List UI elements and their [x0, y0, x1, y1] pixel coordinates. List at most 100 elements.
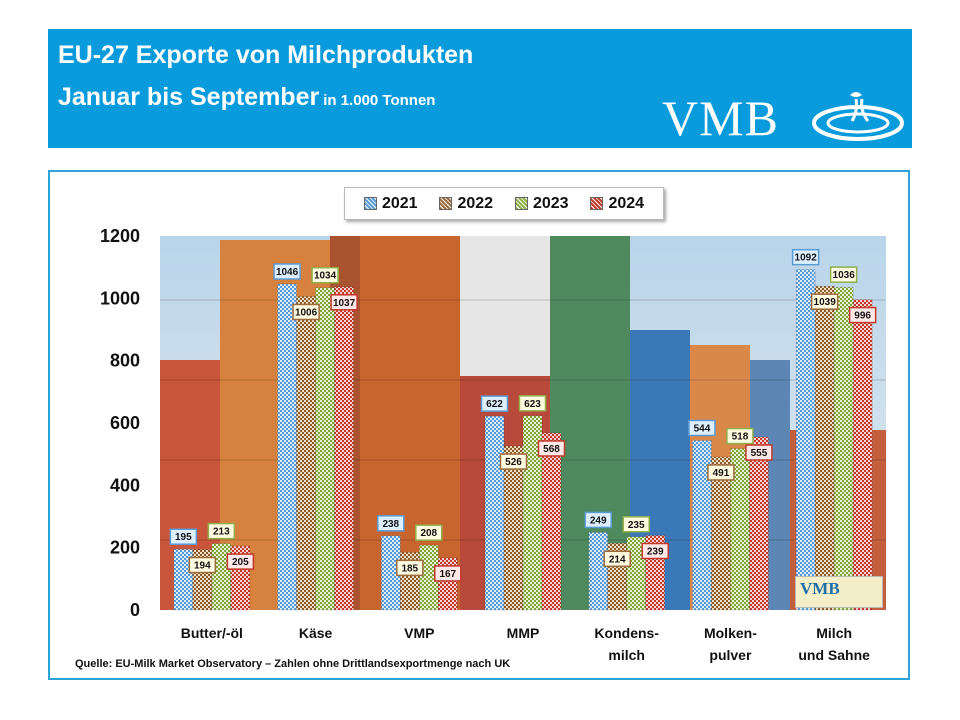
- x-category-label: VMP: [404, 625, 434, 641]
- bar-2022-3: [503, 445, 524, 611]
- data-label-2024-2: 167: [439, 569, 456, 580]
- data-label-box: [292, 303, 320, 321]
- y-axis: 0 200 400 600 800 1000 1200: [100, 226, 140, 620]
- data-label-box: [480, 395, 509, 412]
- data-label-box: [415, 524, 443, 541]
- legend-label: 2021: [381, 194, 418, 212]
- x-category-label: Molken-: [704, 625, 757, 641]
- data-label-2024-3: 568: [543, 444, 560, 455]
- data-label-box: [848, 306, 877, 324]
- data-label-box: [169, 528, 198, 545]
- data-label-2021-1: 1046: [276, 267, 299, 278]
- bar-2021-3: [484, 415, 505, 611]
- data-label-box: [707, 464, 735, 481]
- bar-2021-4: [588, 532, 608, 611]
- chart-title-line1: EU-27 Exporte von Milchprodukten: [58, 41, 474, 69]
- data-label-2022-6: 1039: [814, 297, 837, 308]
- data-label-box: [688, 419, 716, 437]
- data-label-2021-6: 1092: [795, 253, 818, 264]
- legend-swatch: [514, 197, 528, 210]
- data-labels: 195 1046 238 622 249 544 1092 194 1006 185 526 214 4…: [169, 248, 877, 582]
- data-label-2022-3: 526: [505, 457, 522, 468]
- legend-label: 2024: [608, 194, 645, 212]
- legend-item-2024: 2024: [590, 195, 644, 213]
- data-label-2024-5: 555: [751, 448, 768, 459]
- data-label-box: [518, 395, 547, 412]
- x-category-label: Milch: [816, 625, 852, 641]
- chart-title-line2: Januar bis September in 1.000 Tonnen: [58, 83, 435, 112]
- data-label-2023-0: 213: [213, 527, 230, 538]
- data-label-2023-3: 623: [524, 399, 541, 410]
- data-label-2024-4: 239: [647, 547, 664, 558]
- vmb-swirl-icon: [812, 92, 904, 141]
- bar-2021-1: [277, 283, 297, 611]
- legend-swatch: [439, 197, 453, 210]
- x-category-label: pulver: [709, 647, 752, 663]
- bar-2022-1: [296, 296, 316, 611]
- legend-item-2022: 2022: [439, 195, 493, 213]
- inner-vmb-logo-text: VMB: [800, 579, 840, 598]
- data-label-box: [499, 453, 528, 470]
- y-tick-label: 800: [110, 351, 140, 371]
- vmb-logo: VMB: [652, 87, 912, 146]
- legend-item-2023: 2023: [514, 195, 569, 213]
- x-axis: Butter/-öl Käse VMP MMP Kondens-milch Molken-…: [181, 625, 870, 663]
- vmb-logo-text: VMB: [662, 90, 779, 146]
- bar-2023-6: [833, 286, 854, 611]
- chart-unit: in 1.000 Tonnen: [323, 92, 436, 109]
- x-category-label: Kondens-: [594, 625, 659, 641]
- bar-2022-6: [814, 285, 835, 611]
- data-label-2022-1: 1006: [295, 307, 318, 318]
- source-note: Quelle: EU-Milk Market Observatory – Zah…: [75, 658, 511, 670]
- data-label-2022-5: 491: [713, 468, 730, 479]
- y-tick-label: 400: [110, 475, 140, 495]
- data-label-2021-3: 622: [486, 399, 503, 410]
- chart-title-period: Januar bis September: [58, 83, 320, 111]
- data-label-2022-0: 194: [194, 561, 211, 572]
- header-banner: EU-27 Exporte von Milchprodukten Januar …: [48, 29, 912, 148]
- x-category-label: Butter/-öl: [181, 625, 243, 641]
- y-tick-label: 1200: [100, 226, 140, 246]
- data-label-2023-5: 518: [732, 432, 749, 443]
- data-label-box: [434, 565, 462, 582]
- data-label-2023-2: 208: [420, 528, 437, 539]
- x-category-label: Käse: [299, 625, 333, 641]
- data-label-box: [745, 444, 773, 461]
- legend-swatch: [363, 197, 377, 210]
- x-category-label: und Sahne: [798, 647, 870, 663]
- data-label-2021-4: 249: [590, 515, 607, 526]
- bar-2024-6: [852, 299, 873, 611]
- data-label-2021-2: 238: [382, 519, 399, 530]
- data-label-box: [311, 266, 339, 284]
- y-tick-label: 200: [110, 538, 140, 558]
- data-label-box: [207, 522, 236, 540]
- x-category-label: MMP: [507, 625, 540, 641]
- data-label-box: [330, 294, 358, 311]
- bar-2021-6: [795, 269, 816, 611]
- data-label-2022-4: 214: [609, 554, 626, 565]
- data-label-box: [226, 553, 255, 570]
- legend-label: 2022: [457, 194, 494, 212]
- data-label-2023-6: 1036: [833, 270, 856, 281]
- bars: [173, 269, 873, 611]
- data-label-2021-5: 544: [694, 423, 711, 434]
- data-label-box: [726, 427, 754, 445]
- data-label-box: [791, 248, 820, 266]
- data-label-2023-1: 1034: [314, 271, 337, 282]
- data-label-box: [396, 559, 424, 577]
- data-label-box: [273, 263, 301, 280]
- data-label-2021-0: 195: [175, 532, 192, 543]
- data-label-box: [622, 516, 650, 533]
- bar-2024-3: [541, 432, 562, 611]
- bar-2024-5: [749, 436, 769, 611]
- data-label-2022-2: 185: [401, 563, 418, 574]
- data-label-box: [603, 550, 631, 568]
- data-label-2024-6: 996: [854, 311, 871, 322]
- y-tick-label: 0: [130, 600, 140, 620]
- data-label-box: [641, 542, 669, 560]
- y-tick-label: 600: [110, 413, 140, 433]
- data-label-box: [584, 511, 612, 529]
- data-label-box: [810, 293, 839, 310]
- data-label-2023-4: 235: [628, 520, 645, 531]
